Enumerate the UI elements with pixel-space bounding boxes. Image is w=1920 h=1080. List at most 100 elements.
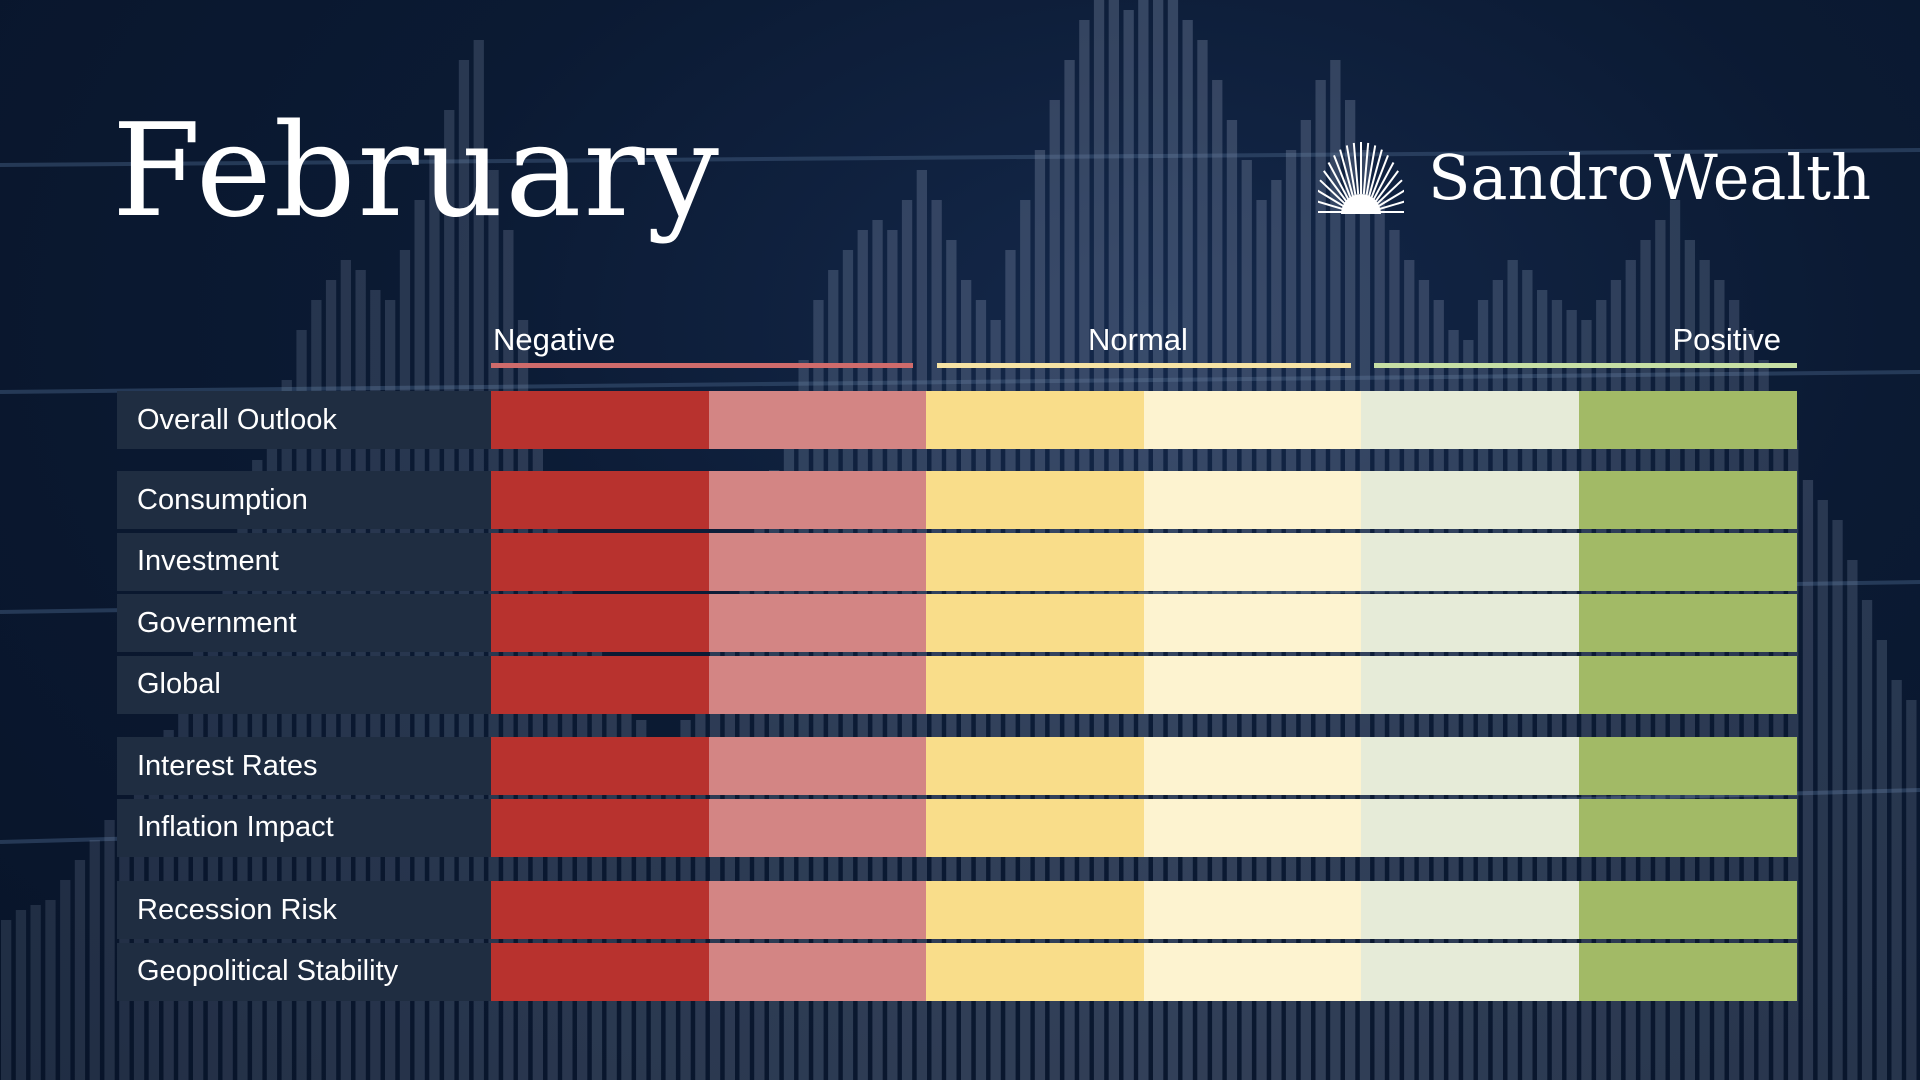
bg-chart-bar [1861,600,1873,1080]
bg-chart-bar [1,920,12,1080]
legend-positive-line [1374,363,1797,368]
scale-cell [708,594,927,652]
page-title: February [112,97,721,246]
indicator-row: Overall Outlook [117,391,1797,449]
legend-negative-line [491,363,913,368]
scale-cell [926,655,1144,714]
bg-chart-bar [798,360,809,1080]
indicator-label: Geopolitical Stability [117,942,491,1001]
scale-cell [1361,655,1579,714]
indicator-row: Geopolitical Stability [117,942,1797,1001]
indicator-label: Consumption [117,471,491,529]
bg-chart-bar [1389,230,1400,1080]
scale-cell [1361,532,1579,591]
indicator-row: Interest Rates [117,737,1797,795]
scale-cell [926,594,1144,652]
legend-normal-label: Normal [1088,322,1188,357]
scale-cell [491,594,709,652]
scale-cell [491,532,709,591]
scale-cell [1143,391,1362,449]
bg-chart-bar [1817,500,1828,1080]
bg-chart-bar [15,910,27,1080]
indicator-label: Interest Rates [117,737,491,795]
legend-normal-line [937,363,1351,368]
indicator-row: Consumption [117,471,1797,529]
bg-chart-bar [503,230,514,1080]
indicator-row: Inflation Impact [117,798,1797,857]
bg-chart-bar [60,880,71,1080]
scale-cell [491,471,709,529]
indicator-label: Inflation Impact [117,798,491,857]
scale-cell [1361,881,1579,939]
scale-cell [1361,737,1579,795]
scale-cell [1361,942,1579,1001]
scale-cell [926,881,1144,939]
scale-cell [1578,594,1797,652]
indicator-row: Government [117,594,1797,652]
scale-cell [926,942,1144,1001]
bg-chart-bar [1832,520,1843,1080]
brand-logo: SandroWealth [1318,134,1871,220]
scale-cell [491,798,709,857]
scale-cell [1143,655,1362,714]
bg-chart-bar [1906,700,1917,1080]
indicator-row: Investment [117,532,1797,591]
bg-chart-bar [74,860,86,1080]
scale-cell [491,391,709,449]
legend-negative-label: Negative [493,322,616,357]
scale-cell [1578,737,1797,795]
scale-cell [1361,391,1579,449]
bg-chart-bar [119,800,130,1080]
indicator-row: Recession Risk [117,881,1797,939]
scale-cell [491,881,709,939]
scale-cell [1143,532,1362,591]
bg-chart-bar [1758,360,1769,1080]
scale-cell [1143,942,1362,1001]
scale-cell [491,655,709,714]
scale-cell [708,881,927,939]
legend-positive-label: Positive [1672,322,1781,357]
bg-chart-bar [709,640,721,1080]
bg-chart-bar [695,680,706,1080]
indicator-label: Global [117,655,491,714]
indicator-label: Overall Outlook [117,391,491,449]
scale-cell [1143,737,1362,795]
scale-cell [708,655,927,714]
scale-cell [1578,391,1797,449]
scale-cell [1143,881,1362,939]
scale-cell [1578,532,1797,591]
scale-cell [1143,798,1362,857]
indicator-label: Government [117,594,491,652]
scale-cell [1578,471,1797,529]
scale-cell [1578,942,1797,1001]
scale-cell [1361,594,1579,652]
scale-cell [1143,594,1362,652]
indicator-label: Recession Risk [117,881,491,939]
scale-cell [926,798,1144,857]
bg-chart-bar [1802,480,1814,1080]
indicator-label: Investment [117,532,491,591]
scale-cell [926,532,1144,591]
bg-chart-bar [89,840,100,1080]
scale-cell [1578,881,1797,939]
scale-cell [708,737,927,795]
bg-chart-bar [104,820,115,1080]
bg-chart-bar [1876,640,1887,1080]
bg-chart-bar [45,900,56,1080]
scale-cell [708,391,927,449]
bg-chart-bar [30,905,41,1080]
bg-chart-bar [1847,560,1858,1080]
scale-cell [491,737,709,795]
scale-cell [1578,798,1797,857]
scale-cell [926,471,1144,529]
scale-cell [1361,798,1579,857]
scale-cell [708,942,927,1001]
scale-cell [926,391,1144,449]
scale-cell [708,798,927,857]
bg-chart-bar [606,660,617,1080]
brand-name: SandroWealth [1428,140,1872,214]
scale-cell [491,942,709,1001]
bg-chart-bar [591,640,603,1080]
bg-grid-line [0,370,1920,394]
scale-cell [1361,471,1579,529]
